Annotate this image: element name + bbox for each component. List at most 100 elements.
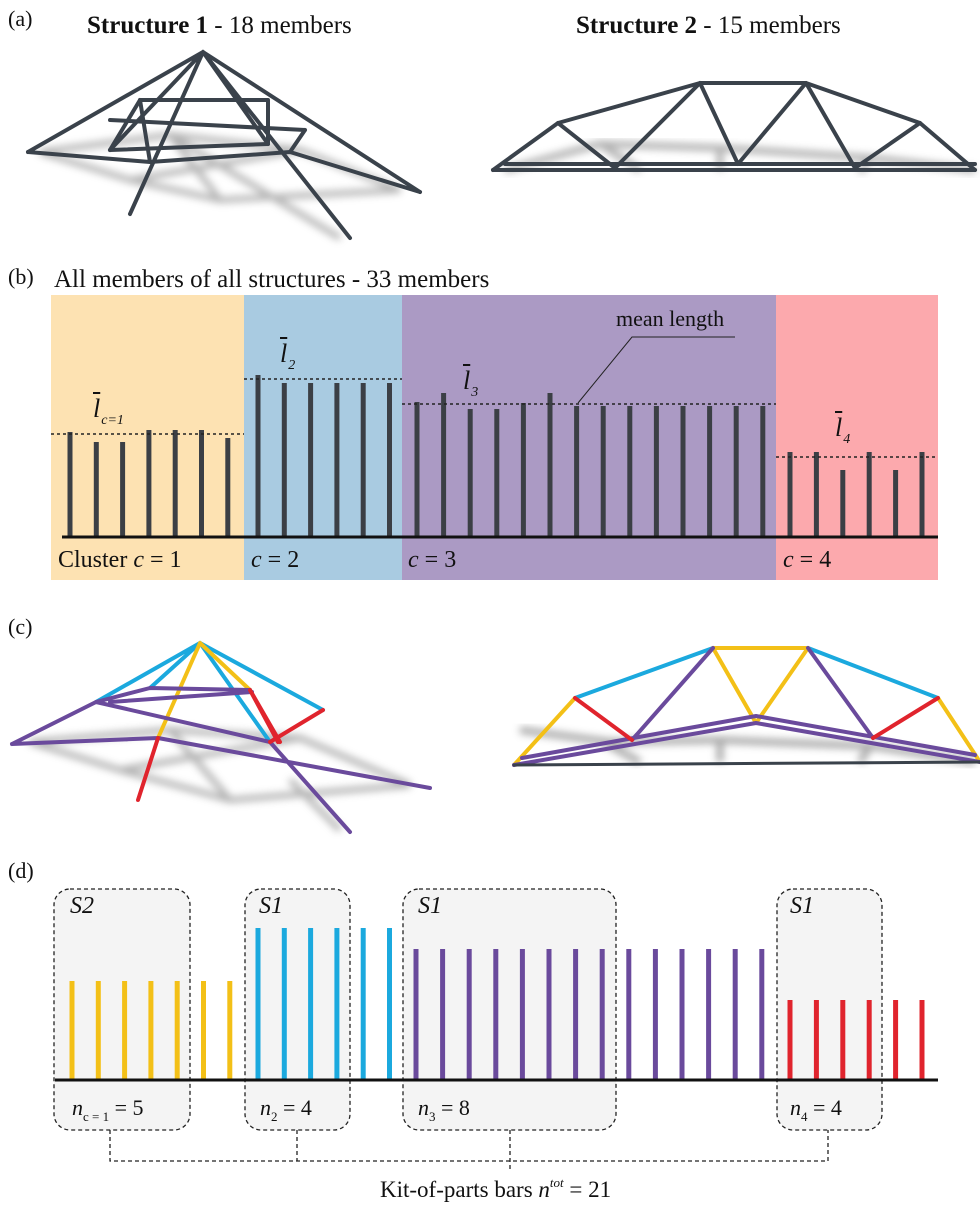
kit-bar-g1-5 bbox=[174, 981, 180, 1080]
kit-bar-g4-1 bbox=[787, 1000, 793, 1080]
kit-bar-g3-6 bbox=[546, 949, 552, 1080]
mean-length-label: mean length bbox=[616, 306, 725, 331]
member-bar-c3-12 bbox=[707, 406, 713, 537]
cluster-3-value: = 3 bbox=[418, 547, 457, 573]
member-bar-c3-10 bbox=[653, 406, 659, 537]
mean-sub-4: 4 bbox=[843, 432, 851, 447]
cluster-3-var: c bbox=[408, 547, 419, 573]
member-bar-c2-6 bbox=[387, 383, 392, 537]
member-bar-c3-1 bbox=[414, 402, 420, 537]
total-bracket bbox=[109, 1130, 829, 1162]
member-bar-c4-4 bbox=[866, 452, 872, 537]
mean-symbol-2: l bbox=[280, 339, 288, 368]
kit-bar-g3-14 bbox=[759, 949, 765, 1080]
group-4-tag: S1 bbox=[790, 893, 814, 919]
structure-1-colored-shadow bbox=[29, 726, 412, 833]
structure-1-shadow bbox=[39, 131, 402, 241]
structure-1-name: Structure 1 bbox=[87, 12, 209, 39]
group-3-count-sub: 3 bbox=[429, 1109, 436, 1124]
member-length-chart bbox=[51, 295, 938, 580]
member-bar-c3-6 bbox=[547, 393, 553, 537]
structure-2-colored bbox=[512, 646, 980, 767]
total-symbol: n bbox=[538, 1177, 550, 1202]
cluster-4-label: c = 4 bbox=[783, 547, 831, 574]
kit-bar-g2-6 bbox=[387, 928, 392, 1080]
structure-1-colored bbox=[10, 641, 432, 834]
group-3-count: n3 = 8 bbox=[418, 1095, 470, 1124]
mean-symbol-4: l bbox=[835, 413, 843, 442]
kit-bar-g4-4 bbox=[866, 1000, 872, 1080]
structure-1-title: Structure 1 - 18 members bbox=[87, 12, 352, 40]
mean-sub-3: 3 bbox=[471, 385, 479, 400]
kit-bar-g3-12 bbox=[706, 949, 712, 1080]
kit-bar-g4-6 bbox=[919, 1000, 925, 1080]
group-1-count-value: = 5 bbox=[109, 1095, 144, 1120]
kit-bar-g3-8 bbox=[599, 949, 605, 1080]
member-bar-c3-2 bbox=[441, 393, 447, 537]
group-1-tag: S2 bbox=[70, 893, 94, 919]
structure-2-name: Structure 2 bbox=[576, 12, 698, 39]
kit-bar-g2-1 bbox=[255, 928, 261, 1080]
member-bar-c3-14 bbox=[760, 406, 766, 537]
member-bar-c4-1 bbox=[787, 452, 793, 537]
structure-2-member-count: - 15 members bbox=[697, 12, 841, 39]
group-4-count-value: = 4 bbox=[807, 1095, 842, 1120]
cluster-3-region bbox=[402, 295, 776, 580]
cluster-4-var: c bbox=[783, 547, 794, 573]
group-2-box bbox=[244, 888, 351, 1131]
mean-symbol-3: l bbox=[463, 366, 471, 395]
group-1-box bbox=[53, 888, 191, 1131]
member-bar-c1-1 bbox=[67, 432, 73, 537]
member-bar-c3-5 bbox=[520, 403, 526, 537]
group-2-count-sub: 2 bbox=[271, 1109, 278, 1124]
mean-label-cluster-3: l3 bbox=[463, 366, 478, 400]
cluster-4-region bbox=[776, 295, 938, 580]
kit-bar-g4-5 bbox=[893, 1000, 899, 1080]
member-bar-c2-2 bbox=[281, 383, 287, 537]
kit-bar-g1-2 bbox=[95, 981, 101, 1080]
member-bar-c3-8 bbox=[600, 406, 606, 537]
kit-bar-g3-3 bbox=[466, 949, 472, 1080]
group-4-count: n4 = 4 bbox=[790, 1095, 842, 1124]
cluster-1-var: c bbox=[133, 547, 144, 573]
kit-bar-g3-5 bbox=[519, 949, 525, 1080]
member-bar-c4-5 bbox=[893, 470, 899, 537]
group-2-count-value: = 4 bbox=[277, 1095, 312, 1120]
cluster-2-label: c = 2 bbox=[251, 547, 299, 574]
panel-b-label: (b) bbox=[8, 264, 34, 289]
member-bar-c4-2 bbox=[813, 452, 819, 537]
group-1-count-symbol: n bbox=[72, 1095, 83, 1120]
group-2-count-symbol: n bbox=[260, 1095, 271, 1120]
kit-bar-g3-11 bbox=[679, 949, 685, 1080]
member-bar-c2-5 bbox=[360, 383, 366, 537]
kit-bar-g4-3 bbox=[840, 1000, 846, 1080]
member-bar-c4-3 bbox=[840, 470, 846, 537]
kit-bar-g2-2 bbox=[281, 928, 287, 1080]
kit-bar-g1-4 bbox=[148, 981, 154, 1080]
mean-sub-1: c=1 bbox=[101, 413, 124, 428]
member-bar-c3-9 bbox=[627, 406, 633, 537]
group-4-count-symbol: n bbox=[790, 1095, 801, 1120]
cluster-1-prefix: Cluster bbox=[58, 547, 134, 573]
mean-sub-2: 2 bbox=[288, 358, 296, 373]
group-2-tag: S1 bbox=[259, 893, 283, 919]
kit-bar-g2-4 bbox=[334, 928, 340, 1080]
group-4-count-sub: 4 bbox=[801, 1109, 808, 1124]
member-bar-c3-7 bbox=[574, 406, 580, 537]
mean-length-leader bbox=[577, 336, 735, 404]
structure-1-member-count: - 18 members bbox=[208, 12, 352, 39]
structure-2-colored-shadow bbox=[519, 726, 976, 766]
kit-bar-g2-3 bbox=[308, 928, 314, 1080]
member-bar-c1-4 bbox=[146, 430, 152, 537]
kit-bar-g3-4 bbox=[493, 949, 499, 1080]
kit-of-parts-chart bbox=[53, 888, 938, 1170]
member-bar-c3-4 bbox=[494, 409, 500, 537]
cluster-4-value: = 4 bbox=[793, 547, 832, 573]
structure-renderings-clustered bbox=[10, 641, 980, 834]
kit-bar-g3-13 bbox=[732, 949, 738, 1080]
member-bar-c1-2 bbox=[93, 442, 99, 537]
structure-1-rendering bbox=[26, 50, 422, 240]
structure-2-rendering bbox=[491, 81, 977, 172]
kit-bar-g1-6 bbox=[201, 981, 206, 1080]
cluster-3-label: c = 3 bbox=[408, 547, 456, 574]
